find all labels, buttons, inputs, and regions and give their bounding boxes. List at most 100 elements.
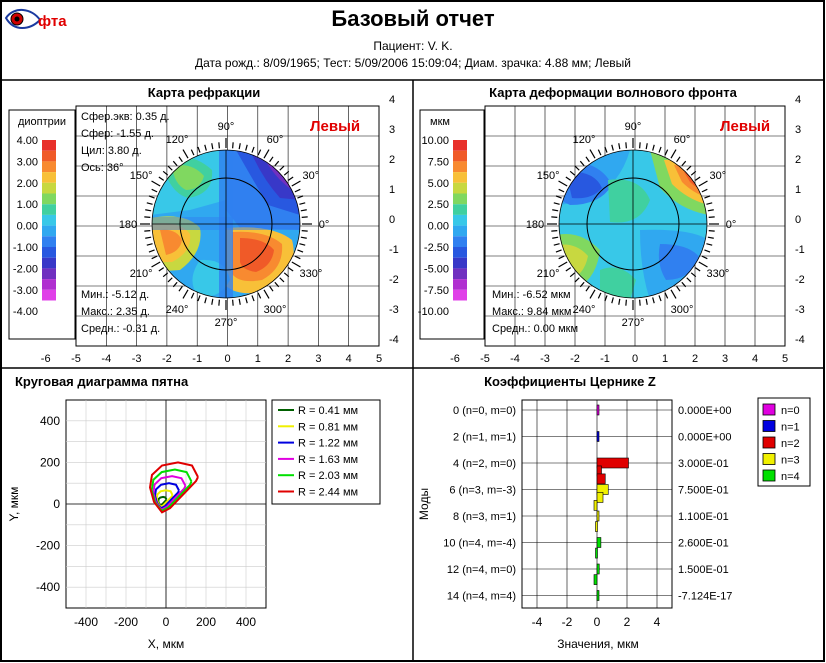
x-tick-label: -4 xyxy=(510,353,520,365)
angle-tick xyxy=(690,272,697,278)
angle-tick xyxy=(565,176,572,181)
y-tick-label: 4 xyxy=(389,94,395,106)
angle-tick xyxy=(232,142,234,149)
angle-tick xyxy=(146,243,153,246)
y-tick-label: -4 xyxy=(389,334,399,346)
legend-swatch xyxy=(453,204,467,215)
legend-swatch xyxy=(453,279,467,290)
x-tick-label: -2 xyxy=(162,353,172,365)
zernike-title: Коэффициенты Цернике Z xyxy=(484,374,656,389)
angle-tick xyxy=(670,289,677,299)
angle-tick xyxy=(291,180,301,187)
angle-tick xyxy=(565,267,572,272)
angle-tick xyxy=(645,143,648,150)
angle-tick xyxy=(553,202,560,205)
angle-tick xyxy=(178,285,183,292)
y-tick-label: -3 xyxy=(795,304,805,316)
legend-swatch xyxy=(42,289,56,301)
spot-legend-box xyxy=(271,399,381,505)
zernike-bar xyxy=(596,404,600,416)
angle-label: 60° xyxy=(267,134,284,146)
value-label: 7.500E-01 xyxy=(678,485,729,497)
refraction-legend: 4.00 3.00 2.00 1.00 0.00 -1.00 -2.00 -3.00 -4.00 xyxy=(13,135,56,318)
wavefront-stat-mean: Средн.: 0.00 мкм xyxy=(492,323,578,335)
category-label: 10 (n=4, m=-4) xyxy=(443,538,516,550)
angle-tick xyxy=(652,297,655,304)
refraction-stat-max: Макс.: 2.35 д. xyxy=(81,306,150,318)
angle-tick xyxy=(151,180,161,187)
y-tick-label: -4 xyxy=(795,334,805,346)
angle-tick xyxy=(551,216,558,218)
angle-tick xyxy=(706,243,713,246)
legend-value: -4.00 xyxy=(13,306,38,318)
brand-name: фта xyxy=(38,13,67,30)
y-tick-label: 1 xyxy=(795,184,801,196)
angle-label: 120° xyxy=(166,134,189,146)
legend-label: n=1 xyxy=(781,422,800,434)
angle-tick xyxy=(698,180,708,187)
x-tick-label: -400 xyxy=(74,615,98,629)
angle-tick xyxy=(299,243,306,246)
zernike-bar xyxy=(596,510,600,522)
angle-label: 300° xyxy=(264,304,287,316)
refraction-stat-min: Мин.: -5.12 д. xyxy=(81,289,149,301)
y-tick-label: -2 xyxy=(389,274,399,286)
x-tick-label: 4 xyxy=(752,353,758,365)
zernike-panel: Коэффициенты Цернике Z -4 -2 0 2 4 0 (n=0, m=… xyxy=(417,374,811,651)
x-tick-label: -2 xyxy=(570,353,580,365)
x-tick-label: -5 xyxy=(480,353,490,365)
legend-swatch xyxy=(762,469,776,482)
legend-swatch xyxy=(42,214,56,226)
x-tick-label: -3 xyxy=(132,353,142,365)
angle-tick xyxy=(218,299,220,306)
angle-tick xyxy=(274,281,280,288)
legend-value: -1.00 xyxy=(13,242,38,254)
angle-tick xyxy=(670,149,677,159)
angle-tick xyxy=(197,295,201,302)
angle-label: 150° xyxy=(537,170,560,182)
angle-tick xyxy=(190,292,195,299)
legend-value: 0.00 xyxy=(17,221,38,233)
angle-tick xyxy=(148,195,155,199)
angle-label: 0° xyxy=(319,219,330,231)
zernike-y-label: Моды xyxy=(417,488,431,520)
legend-swatch xyxy=(42,236,56,247)
angle-tick xyxy=(639,142,641,149)
angle-tick xyxy=(652,144,655,151)
angle-tick xyxy=(218,142,220,149)
legend-swatch xyxy=(42,225,56,237)
legend-swatch xyxy=(453,161,467,173)
refraction-eye-label: Левый xyxy=(310,118,360,135)
angle-tick xyxy=(558,255,565,260)
angle-tick xyxy=(294,188,301,193)
angle-label: 150° xyxy=(130,170,153,182)
angle-tick xyxy=(558,188,565,193)
angle-tick xyxy=(664,149,669,156)
refraction-stat-axis: Ось: 36° xyxy=(81,162,124,174)
angle-tick xyxy=(204,144,207,151)
angle-tick xyxy=(144,216,151,218)
x-tick-label: 3 xyxy=(722,353,728,365)
refraction-stat-mean: Средн.: -0.31 д. xyxy=(81,323,160,335)
legend-label: R = 1.22 мм xyxy=(298,438,358,450)
angle-tick xyxy=(291,261,301,268)
angle-tick xyxy=(287,176,294,181)
angle-tick xyxy=(639,299,641,306)
x-tick-label: -1 xyxy=(192,353,202,365)
angle-tick xyxy=(269,156,274,163)
angle-tick xyxy=(257,292,262,299)
zernike-bar xyxy=(596,457,629,469)
x-tick-label: -200 xyxy=(114,615,138,629)
wavefront-stat-max: Макс.: 9.84 мкм xyxy=(492,306,571,318)
spot-x-label: X, мкм xyxy=(148,637,184,651)
legend-swatch xyxy=(762,403,776,416)
value-label: 1.100E-01 xyxy=(678,511,729,523)
angle-tick xyxy=(251,146,255,153)
spot-legend: R = 0.41 мм R = 0.81 мм R = 1.22 мм R = 1.6… xyxy=(278,405,358,499)
angle-tick xyxy=(574,277,580,283)
angle-tick xyxy=(706,202,713,205)
zernike-bar xyxy=(596,537,602,548)
angle-tick xyxy=(144,230,151,232)
angle-tick xyxy=(585,156,590,163)
legend-value: -5.00 xyxy=(424,263,449,275)
